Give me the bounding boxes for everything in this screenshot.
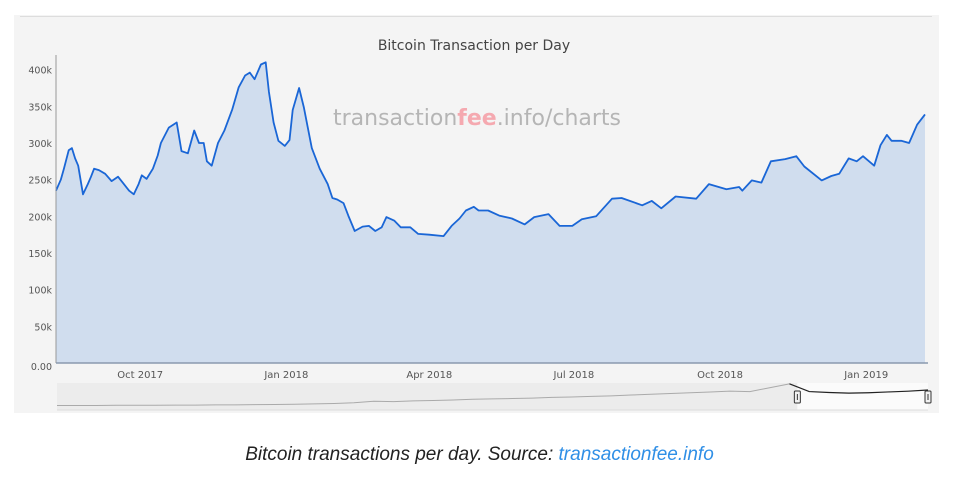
y-tick-label: 50k [34,322,52,333]
chart-title: Bitcoin Transaction per Day [378,38,570,54]
y-tick-label: 100k [28,286,52,297]
navigator-selected-series [789,383,929,394]
y-tick-label: 150k [28,249,52,260]
series-line [55,61,926,237]
watermark-accent: fee [457,106,496,131]
x-tick-label: Apr 2018 [406,370,452,381]
y-tick-label: 400k [28,66,52,77]
watermark: transactionfee.info/charts [333,106,621,131]
y-tick-label: 200k [28,212,52,223]
source-link[interactable]: transactionfee.info [558,444,714,465]
y-tick-label: 300k [28,139,52,150]
y-tick-label: 250k [28,176,52,187]
y-tick-label: 0.00 [31,362,52,373]
y-tick-label: 350k [28,102,52,113]
series-area [56,62,925,364]
watermark-post: .info/charts [497,106,621,131]
x-tick-label: Oct 2018 [697,370,743,381]
navigator-selection[interactable] [797,383,928,410]
x-tick-label: Jan 2018 [263,370,308,381]
x-tick-label: Oct 2017 [117,370,163,381]
navigator-series [57,383,790,406]
divider [20,16,932,17]
x-tick-label: Jan 2019 [843,370,888,381]
caption-text: Bitcoin transactions per day. Source: [245,444,559,465]
watermark-pre: transaction [333,106,457,131]
figure-caption: Bitcoin transactions per day. Source: tr… [0,444,959,466]
x-tick-label: Jul 2018 [553,370,595,381]
